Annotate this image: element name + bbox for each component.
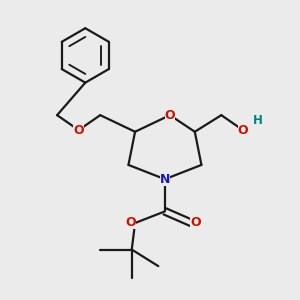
Text: O: O [238,124,248,136]
Text: O: O [190,217,201,230]
Text: O: O [74,124,84,136]
Text: N: N [160,173,170,186]
Text: O: O [165,109,175,122]
Text: H: H [253,114,263,127]
Text: O: O [126,217,136,230]
